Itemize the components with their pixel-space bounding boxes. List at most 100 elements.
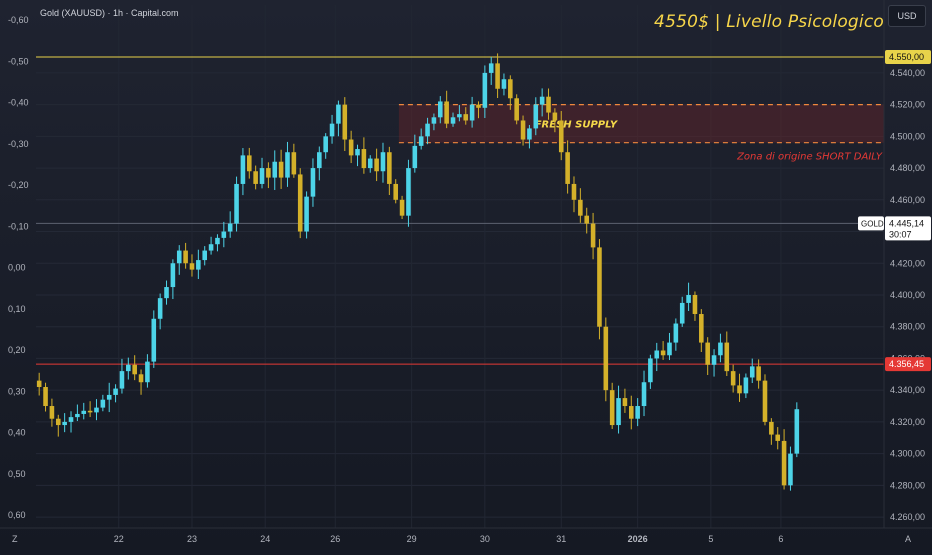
candle[interactable] — [756, 359, 761, 389]
candle[interactable] — [380, 142, 386, 183]
candle[interactable] — [609, 382, 615, 429]
candle[interactable] — [412, 134, 418, 173]
candle[interactable] — [558, 111, 564, 161]
candle[interactable] — [151, 310, 157, 368]
candle[interactable] — [317, 146, 322, 181]
candle[interactable] — [202, 246, 208, 266]
candle[interactable] — [654, 342, 660, 372]
candle[interactable] — [138, 369, 144, 395]
candle[interactable] — [336, 100, 341, 137]
candle[interactable] — [788, 446, 793, 491]
candle[interactable] — [495, 53, 500, 99]
candle[interactable] — [106, 382, 112, 413]
candle[interactable] — [476, 101, 481, 119]
candle[interactable] — [628, 395, 634, 430]
candle[interactable] — [272, 150, 278, 190]
candle[interactable] — [584, 207, 590, 234]
candle[interactable] — [94, 399, 99, 421]
candle[interactable] — [234, 176, 239, 232]
candle[interactable] — [501, 73, 507, 96]
candle[interactable] — [164, 280, 169, 305]
candle[interactable] — [692, 291, 698, 321]
candle[interactable] — [310, 158, 316, 207]
candle[interactable] — [387, 146, 392, 196]
candle[interactable] — [520, 115, 526, 146]
candle[interactable] — [425, 117, 430, 145]
candle[interactable] — [393, 179, 399, 204]
candle[interactable] — [132, 355, 137, 381]
candle[interactable] — [208, 236, 214, 255]
candle[interactable] — [189, 254, 195, 277]
candle[interactable] — [667, 332, 672, 361]
candle[interactable] — [240, 148, 246, 196]
candle[interactable] — [603, 317, 609, 402]
candle[interactable] — [170, 259, 176, 300]
candle[interactable] — [450, 112, 456, 127]
candle[interactable] — [418, 128, 424, 150]
candle[interactable] — [399, 195, 405, 220]
candle[interactable] — [246, 147, 252, 179]
candle[interactable] — [81, 402, 87, 420]
candle[interactable] — [533, 97, 539, 136]
candle[interactable] — [743, 373, 749, 399]
candle[interactable] — [355, 144, 360, 167]
candle[interactable] — [285, 141, 290, 187]
candle[interactable] — [711, 349, 717, 377]
candle[interactable] — [488, 56, 494, 85]
candle[interactable] — [437, 96, 443, 124]
candle[interactable] — [635, 398, 640, 427]
candle[interactable] — [266, 162, 271, 189]
candle[interactable] — [514, 94, 519, 125]
candle[interactable] — [749, 358, 755, 384]
candle[interactable] — [374, 148, 379, 182]
candle[interactable] — [482, 65, 488, 119]
candle[interactable] — [119, 358, 125, 394]
candle[interactable] — [253, 165, 258, 190]
currency-button[interactable]: USD — [888, 5, 926, 27]
candle[interactable] — [648, 354, 653, 389]
candle[interactable] — [539, 88, 545, 117]
candle[interactable] — [762, 374, 768, 426]
candle[interactable] — [724, 331, 730, 376]
candle[interactable] — [323, 133, 328, 159]
candle[interactable] — [367, 155, 373, 173]
candle[interactable] — [62, 413, 67, 433]
candle[interactable] — [469, 96, 475, 128]
candle[interactable] — [546, 88, 551, 120]
candle[interactable] — [157, 293, 163, 330]
candle[interactable] — [781, 429, 787, 490]
candle[interactable] — [55, 414, 61, 437]
candle[interactable] — [291, 143, 297, 178]
candle[interactable] — [126, 357, 131, 380]
candle[interactable] — [75, 404, 80, 422]
candle[interactable] — [508, 75, 513, 110]
symbol-info[interactable]: Gold (XAUUSD) · 1h · Capital.com — [40, 8, 179, 18]
candle[interactable] — [431, 113, 437, 131]
candle[interactable] — [527, 124, 532, 149]
candle[interactable] — [221, 221, 227, 248]
candle[interactable] — [68, 411, 74, 433]
candle[interactable] — [87, 401, 93, 418]
candle[interactable] — [36, 372, 42, 396]
candle[interactable] — [297, 168, 303, 239]
candle[interactable] — [794, 402, 800, 458]
candle[interactable] — [145, 354, 150, 388]
candle[interactable] — [113, 384, 118, 403]
candle[interactable] — [342, 97, 348, 151]
candle[interactable] — [597, 239, 602, 340]
candle[interactable] — [457, 105, 462, 122]
candle[interactable] — [278, 149, 284, 189]
candle[interactable] — [641, 370, 647, 417]
candle[interactable] — [196, 249, 201, 279]
candle[interactable] — [679, 296, 685, 327]
candle[interactable] — [590, 212, 596, 260]
candle[interactable] — [463, 107, 469, 125]
candle[interactable] — [686, 282, 691, 311]
candle[interactable] — [43, 382, 48, 412]
candle[interactable] — [348, 130, 354, 164]
price-axis[interactable]: 4.260,00 4.280,00 4.300,00 4.320,00 4.340,00… — [883, 0, 925, 528]
candle[interactable] — [552, 108, 558, 133]
candle[interactable] — [673, 318, 679, 351]
